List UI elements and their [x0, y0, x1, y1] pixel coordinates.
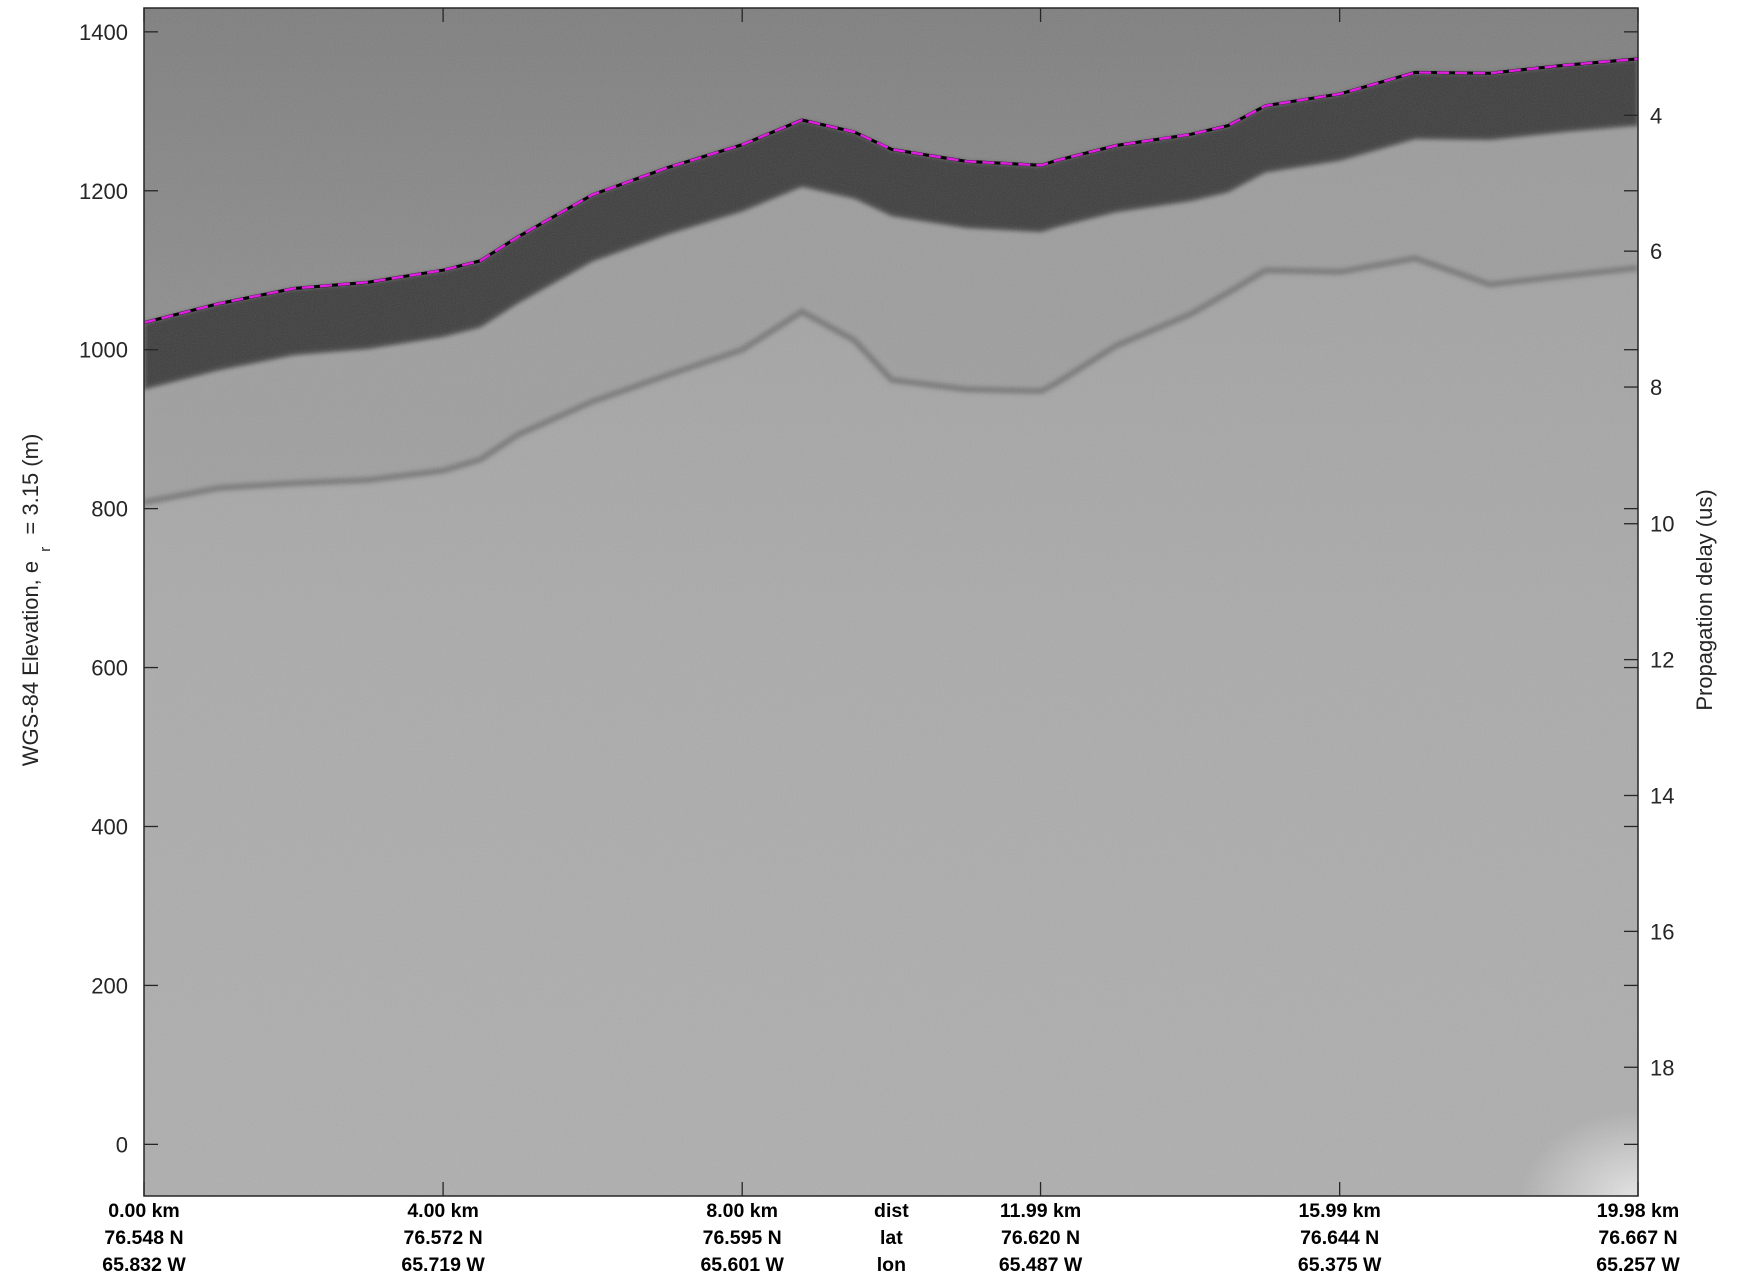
y2-tick-label: 8: [1650, 375, 1662, 400]
right-y-axis-title: Propagation delay (us): [1692, 489, 1717, 710]
y-tick-label: 1000: [79, 338, 128, 363]
y-tick-label: 200: [91, 973, 128, 998]
y2-tick-label: 18: [1650, 1055, 1674, 1080]
left-y-axis: 0 200 400 600 800 1000 1200 1400: [79, 20, 1638, 1157]
y-tick-label: 400: [91, 814, 128, 839]
x-tick-label-lat: 76.620 N: [1001, 1227, 1080, 1249]
x-tick-label-dist: 11.99 km: [1000, 1200, 1081, 1222]
left-y-axis-title-main: WGS-84 Elevation, e: [18, 561, 43, 766]
plot-frame: [143, 7, 1639, 1197]
x-tick-label-dist: 19.98 km: [1597, 1200, 1679, 1222]
right-y-axis: 4 6 8 10 12 14 16 18: [1624, 103, 1674, 1080]
left-y-axis-title: WGS-84 Elevation, e r = 3.15 (m): [18, 434, 55, 767]
y-tick-label: 600: [91, 656, 128, 681]
x-row-label-lon: lon: [877, 1254, 906, 1276]
y-tick-label: 0: [116, 1132, 128, 1157]
y2-tick-label: 6: [1650, 239, 1662, 264]
surface-pick-line: [144, 57, 1638, 324]
noise-texture: [144, 8, 1638, 1196]
left-y-axis-title-subscript: r: [37, 547, 54, 552]
x-tick-label-lat: 76.644 N: [1300, 1227, 1379, 1249]
x-tick-label-lon: 65.719 W: [401, 1254, 485, 1276]
y-tick-label: 1200: [79, 179, 128, 204]
x-row-label-dist: dist: [874, 1200, 909, 1222]
y2-tick-label: 16: [1650, 919, 1674, 944]
x-tick-label-lon: 65.601 W: [700, 1254, 784, 1276]
left-y-axis-title-suffix: = 3.15 (m): [18, 434, 43, 535]
x-axis: 0.00 km 76.548 N 65.832 W 4.00 km 76.572 N 65…: [102, 8, 1680, 1276]
x-tick-label-lon: 65.257 W: [1596, 1254, 1680, 1276]
echogram-plot-area: [144, 8, 1638, 1196]
x-tick-label-lat: 76.667 N: [1598, 1227, 1677, 1249]
x-tick-label-dist: 4.00 km: [407, 1200, 479, 1222]
y2-tick-label: 12: [1650, 648, 1674, 673]
x-tick-label-dist: 15.99 km: [1298, 1200, 1380, 1222]
x-tick-label-dist: 8.00 km: [706, 1200, 778, 1222]
x-tick-label-dist: 0.00 km: [108, 1200, 180, 1222]
x-tick-label-lat: 76.572 N: [404, 1227, 483, 1249]
x-tick-label-lon: 65.375 W: [1298, 1254, 1382, 1276]
x-tick-label-lat: 76.595 N: [703, 1227, 782, 1249]
y-tick-label: 1400: [79, 20, 128, 45]
x-tick-label-lon: 65.832 W: [102, 1254, 186, 1276]
x-row-label-lat: lat: [880, 1227, 903, 1249]
x-tick-label-lon: 65.487 W: [999, 1254, 1083, 1276]
y2-tick-label: 14: [1650, 783, 1674, 808]
y-tick-label: 800: [91, 497, 128, 522]
y2-tick-label: 10: [1650, 512, 1674, 537]
y2-tick-label: 4: [1650, 103, 1662, 128]
x-tick-label-lat: 76.548 N: [104, 1227, 183, 1249]
